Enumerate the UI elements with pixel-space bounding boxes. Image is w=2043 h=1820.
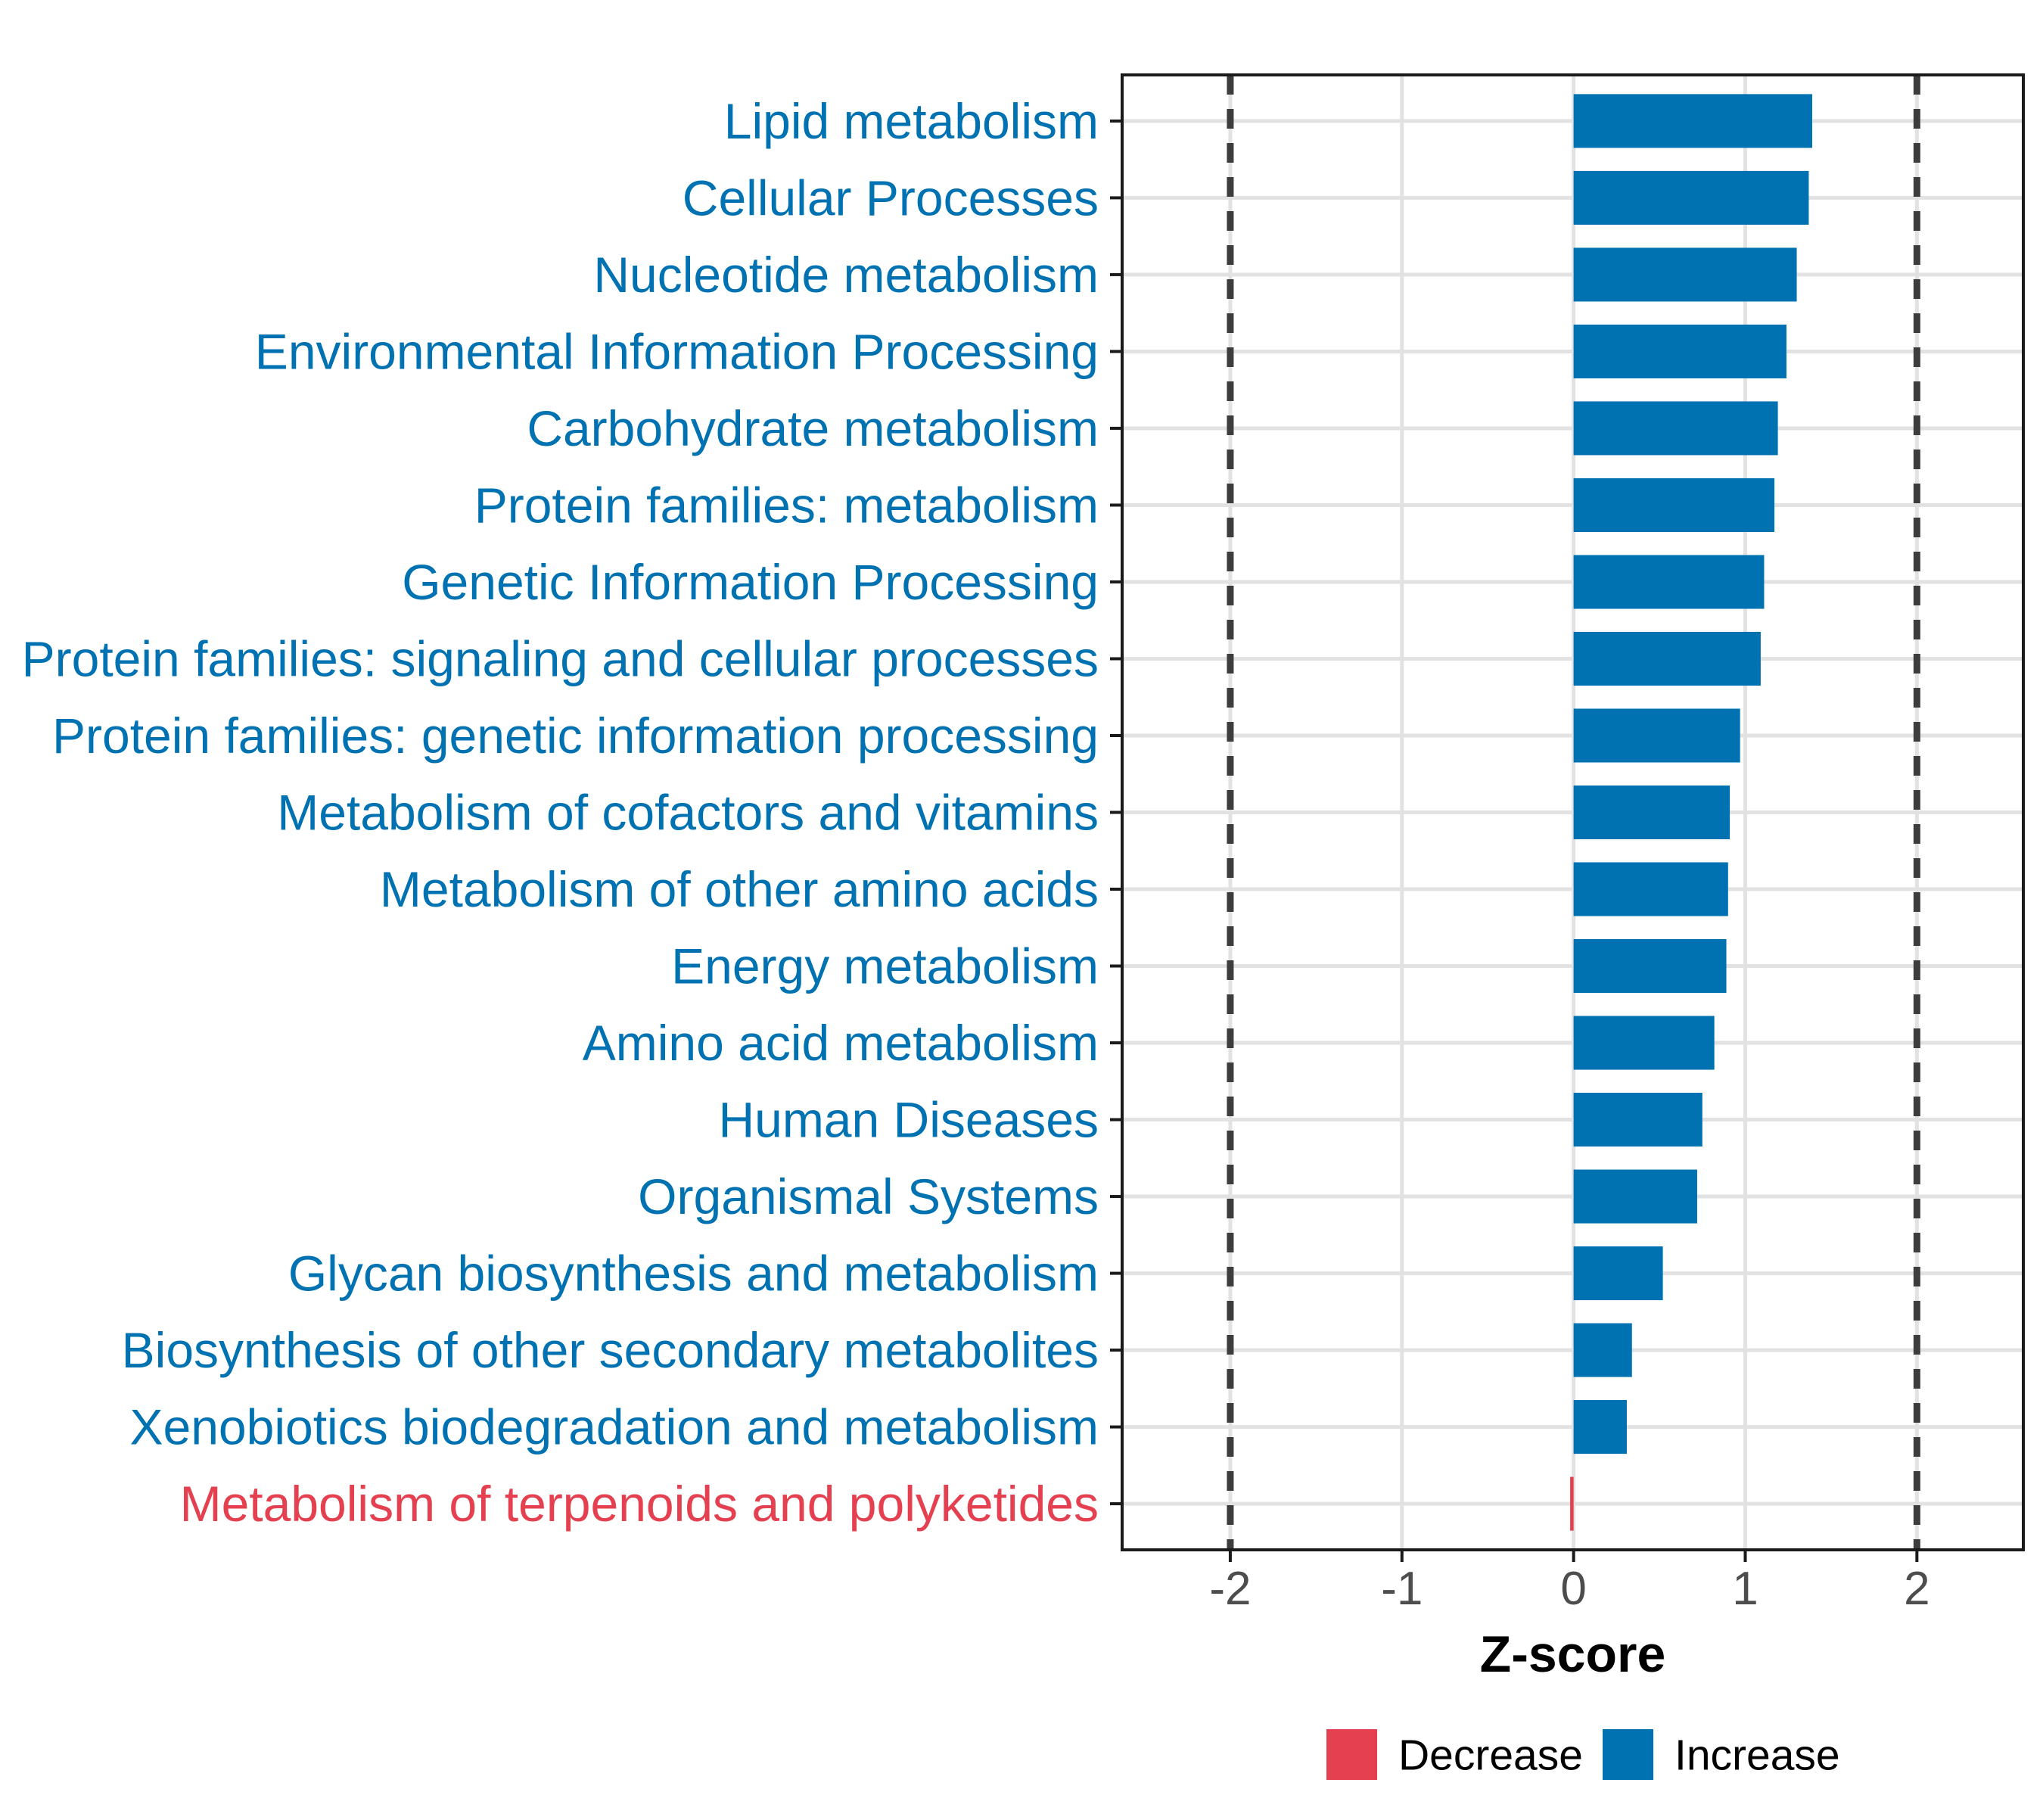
y-axis-label: Biosynthesis of other secondary metaboli… [122, 1322, 1099, 1378]
x-axis-tick-label: 2 [1904, 1563, 1930, 1615]
y-axis-label: Organismal Systems [638, 1168, 1099, 1224]
y-axis-label: Human Diseases [718, 1092, 1099, 1148]
x-axis-title: Z-score [1480, 1626, 1666, 1683]
legend-label-decrease: Decrease [1398, 1731, 1583, 1779]
x-axis-tick-label: -1 [1381, 1563, 1423, 1615]
y-axis-label: Lipid metabolism [724, 93, 1099, 149]
y-axis-label: Genetic Information Processing [402, 554, 1099, 610]
y-axis-label: Cellular Processes [683, 170, 1099, 226]
y-axis-label: Amino acid metabolism [583, 1015, 1099, 1071]
bar [1573, 862, 1728, 916]
bar [1573, 555, 1765, 609]
y-axis-label: Protein families: genetic information pr… [52, 708, 1099, 764]
y-axis-label: Nucleotide metabolism [593, 247, 1099, 303]
bar [1573, 1093, 1702, 1147]
y-axis-label: Metabolism of terpenoids and polyketides [180, 1476, 1099, 1532]
reference-lines-group [1227, 75, 1920, 1550]
bar [1573, 1016, 1715, 1070]
y-axis-label: Xenobiotics biodegradation and metabolis… [130, 1399, 1099, 1455]
legend: Decrease Increase [1326, 1729, 1840, 1780]
y-axis-label: Metabolism of cofactors and vitamins [277, 785, 1099, 841]
legend-key-increase [1603, 1729, 1653, 1780]
bar [1573, 478, 1775, 532]
y-axis-label: Protein families: metabolism [474, 477, 1099, 533]
x-axis-tick-label: 0 [1560, 1563, 1586, 1615]
y-axis-label: Energy metabolism [671, 938, 1099, 994]
bar [1573, 324, 1786, 378]
bar [1573, 631, 1761, 686]
bar [1573, 708, 1740, 763]
legend-key-decrease [1326, 1729, 1377, 1780]
bar [1573, 247, 1797, 302]
bar [1573, 1323, 1632, 1377]
legend-label-increase: Increase [1675, 1731, 1840, 1779]
bar [1573, 1400, 1627, 1454]
bar [1573, 785, 1730, 840]
bar [1570, 1476, 1574, 1531]
bar [1573, 1169, 1697, 1224]
bar [1573, 94, 1812, 148]
bar [1573, 170, 1809, 225]
y-axis-label: Environmental Information Processing [255, 323, 1099, 379]
y-axis-label: Metabolism of other amino acids [380, 861, 1099, 917]
y-axis-label: Glycan biosynthesis and metabolism [288, 1246, 1099, 1302]
bar [1573, 1246, 1663, 1301]
gridlines-group [1122, 75, 2023, 1550]
y-axis-label: Protein families: signaling and cellular… [22, 630, 1099, 686]
x-axis-tick-label: 1 [1732, 1563, 1758, 1615]
bar [1573, 401, 1778, 456]
x-axis-tick-label: -2 [1209, 1563, 1251, 1615]
bars-group [1570, 94, 1812, 1531]
y-axis-label: Carbohydrate metabolism [527, 400, 1099, 456]
y-axis-group: Lipid metabolism Cellular Processes Nucleo… [22, 93, 1122, 1532]
x-axis-group: -2 -1 0 1 2 [1209, 1550, 1930, 1615]
bar [1573, 938, 1727, 994]
